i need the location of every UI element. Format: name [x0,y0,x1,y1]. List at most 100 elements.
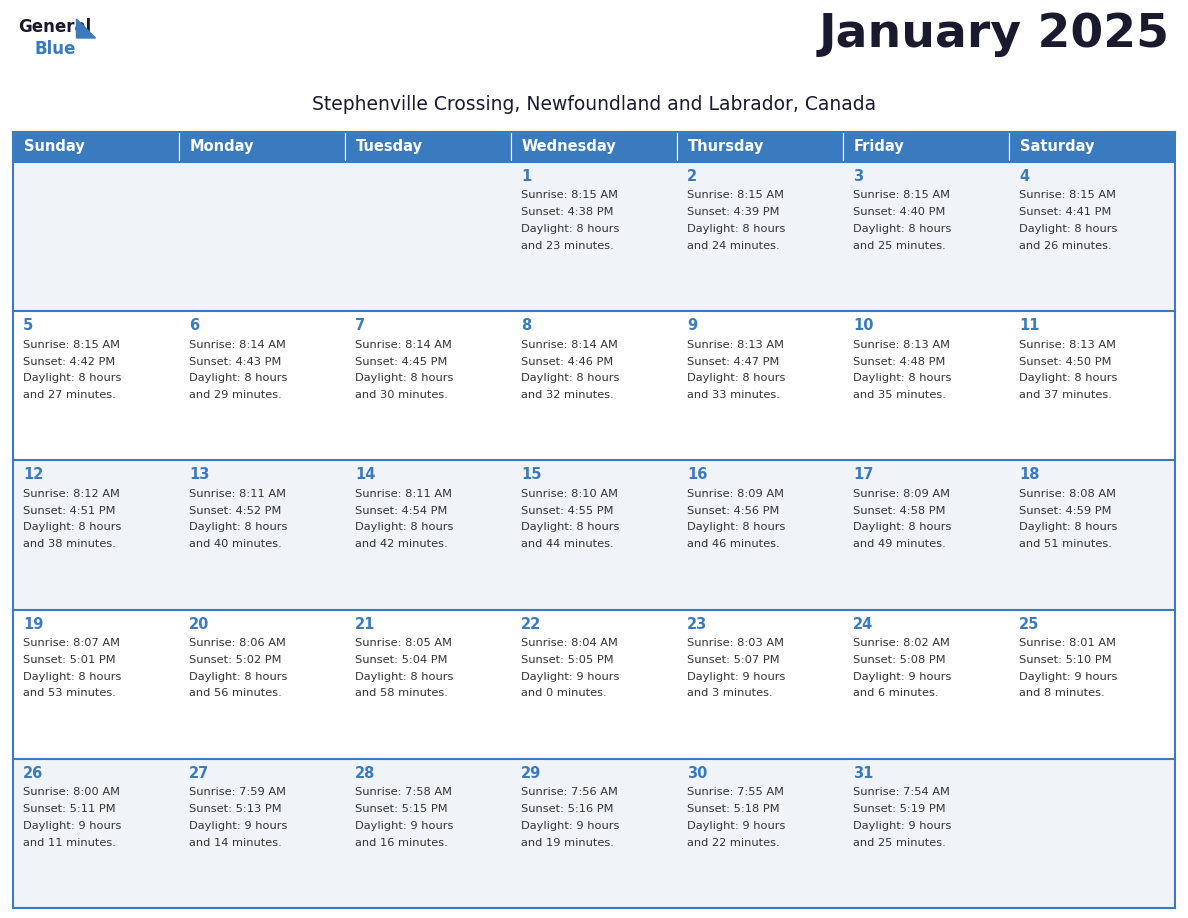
Text: Sunset: 5:19 PM: Sunset: 5:19 PM [853,804,946,814]
Text: and 40 minutes.: and 40 minutes. [189,539,282,549]
Text: 25: 25 [1019,617,1040,632]
Text: Saturday: Saturday [1020,140,1094,154]
Text: and 58 minutes.: and 58 minutes. [355,688,448,699]
Text: Sunrise: 8:11 AM: Sunrise: 8:11 AM [189,489,286,498]
Text: and 0 minutes.: and 0 minutes. [522,688,607,699]
Bar [345,132,511,162]
Text: Sunset: 5:11 PM: Sunset: 5:11 PM [23,804,115,814]
Text: Sunset: 4:56 PM: Sunset: 4:56 PM [687,506,779,516]
Text: 21: 21 [355,617,375,632]
Text: Sunrise: 8:08 AM: Sunrise: 8:08 AM [1019,489,1116,498]
Text: Daylight: 8 hours: Daylight: 8 hours [522,374,619,384]
Text: Sunrise: 8:09 AM: Sunrise: 8:09 AM [853,489,950,498]
Text: Daylight: 8 hours: Daylight: 8 hours [355,374,454,384]
Text: and 14 minutes.: and 14 minutes. [189,838,282,847]
Text: Sunset: 5:07 PM: Sunset: 5:07 PM [687,655,779,665]
Text: Daylight: 8 hours: Daylight: 8 hours [687,522,785,532]
Text: 23: 23 [687,617,707,632]
Text: 10: 10 [853,319,873,333]
Text: Tuesday: Tuesday [356,140,423,154]
Text: and 32 minutes.: and 32 minutes. [522,390,614,400]
Text: 12: 12 [23,467,44,482]
Text: and 56 minutes.: and 56 minutes. [189,688,282,699]
Text: Sunset: 5:15 PM: Sunset: 5:15 PM [355,804,448,814]
Bar [13,759,1175,908]
Text: 8: 8 [522,319,531,333]
Text: 28: 28 [355,766,375,781]
Text: Sunrise: 7:59 AM: Sunrise: 7:59 AM [189,788,286,798]
Text: Sunrise: 8:05 AM: Sunrise: 8:05 AM [355,638,451,648]
Text: and 35 minutes.: and 35 minutes. [853,390,946,400]
Text: Sunset: 4:51 PM: Sunset: 4:51 PM [23,506,115,516]
Text: 18: 18 [1019,467,1040,482]
Text: Daylight: 9 hours: Daylight: 9 hours [522,821,619,831]
Text: 29: 29 [522,766,542,781]
Text: Sunrise: 8:14 AM: Sunrise: 8:14 AM [522,340,618,350]
Text: and 8 minutes.: and 8 minutes. [1019,688,1105,699]
Text: Sunrise: 8:02 AM: Sunrise: 8:02 AM [853,638,950,648]
Text: and 46 minutes.: and 46 minutes. [687,539,779,549]
Text: and 19 minutes.: and 19 minutes. [522,838,614,847]
Text: Sunrise: 8:13 AM: Sunrise: 8:13 AM [853,340,950,350]
Text: Daylight: 9 hours: Daylight: 9 hours [1019,672,1118,682]
Text: Daylight: 8 hours: Daylight: 8 hours [23,672,121,682]
Bar [13,132,179,162]
Text: Sunset: 4:45 PM: Sunset: 4:45 PM [355,356,448,366]
Text: Daylight: 9 hours: Daylight: 9 hours [23,821,121,831]
Text: 30: 30 [687,766,707,781]
Text: Daylight: 9 hours: Daylight: 9 hours [355,821,454,831]
Text: Sunrise: 8:01 AM: Sunrise: 8:01 AM [1019,638,1116,648]
Text: 3: 3 [853,169,864,184]
Text: Daylight: 9 hours: Daylight: 9 hours [853,672,952,682]
Text: 27: 27 [189,766,209,781]
Text: Daylight: 8 hours: Daylight: 8 hours [189,672,287,682]
Text: Daylight: 8 hours: Daylight: 8 hours [687,374,785,384]
Text: Sunrise: 8:06 AM: Sunrise: 8:06 AM [189,638,286,648]
Text: Sunrise: 7:55 AM: Sunrise: 7:55 AM [687,788,784,798]
Text: Sunset: 5:01 PM: Sunset: 5:01 PM [23,655,115,665]
Text: Sunrise: 8:07 AM: Sunrise: 8:07 AM [23,638,120,648]
Text: Sunset: 4:50 PM: Sunset: 4:50 PM [1019,356,1112,366]
Text: Sunrise: 8:04 AM: Sunrise: 8:04 AM [522,638,618,648]
Text: Sunrise: 8:14 AM: Sunrise: 8:14 AM [189,340,286,350]
Text: 9: 9 [687,319,697,333]
Text: Daylight: 8 hours: Daylight: 8 hours [853,374,952,384]
Text: 31: 31 [853,766,873,781]
Bar [13,610,1175,759]
Text: Sunrise: 8:15 AM: Sunrise: 8:15 AM [522,191,618,200]
Text: Sunrise: 8:12 AM: Sunrise: 8:12 AM [23,489,120,498]
Bar [677,132,843,162]
Text: and 30 minutes.: and 30 minutes. [355,390,448,400]
Text: 22: 22 [522,617,542,632]
Text: and 42 minutes.: and 42 minutes. [355,539,448,549]
Text: Daylight: 8 hours: Daylight: 8 hours [23,522,121,532]
Text: 24: 24 [853,617,873,632]
Text: 5: 5 [23,319,33,333]
Text: and 26 minutes.: and 26 minutes. [1019,241,1112,251]
Text: 16: 16 [687,467,707,482]
Bar [1009,132,1175,162]
Text: 13: 13 [189,467,209,482]
Text: Daylight: 9 hours: Daylight: 9 hours [189,821,287,831]
Polygon shape [76,19,95,38]
Text: Daylight: 9 hours: Daylight: 9 hours [522,672,619,682]
Text: Sunrise: 7:56 AM: Sunrise: 7:56 AM [522,788,618,798]
Text: and 24 minutes.: and 24 minutes. [687,241,779,251]
Text: Sunset: 4:46 PM: Sunset: 4:46 PM [522,356,613,366]
Text: General: General [18,18,91,36]
Text: and 25 minutes.: and 25 minutes. [853,838,946,847]
Text: Daylight: 8 hours: Daylight: 8 hours [355,522,454,532]
Text: and 37 minutes.: and 37 minutes. [1019,390,1112,400]
Text: Sunset: 4:59 PM: Sunset: 4:59 PM [1019,506,1112,516]
Text: Sunset: 4:58 PM: Sunset: 4:58 PM [853,506,946,516]
Text: 19: 19 [23,617,44,632]
Text: Thursday: Thursday [688,140,764,154]
Text: Sunset: 5:16 PM: Sunset: 5:16 PM [522,804,613,814]
Text: and 16 minutes.: and 16 minutes. [355,838,448,847]
Text: and 38 minutes.: and 38 minutes. [23,539,116,549]
Text: 7: 7 [355,319,365,333]
Text: Sunset: 4:42 PM: Sunset: 4:42 PM [23,356,115,366]
Bar [843,132,1009,162]
Text: Daylight: 8 hours: Daylight: 8 hours [853,224,952,234]
Text: 4: 4 [1019,169,1029,184]
